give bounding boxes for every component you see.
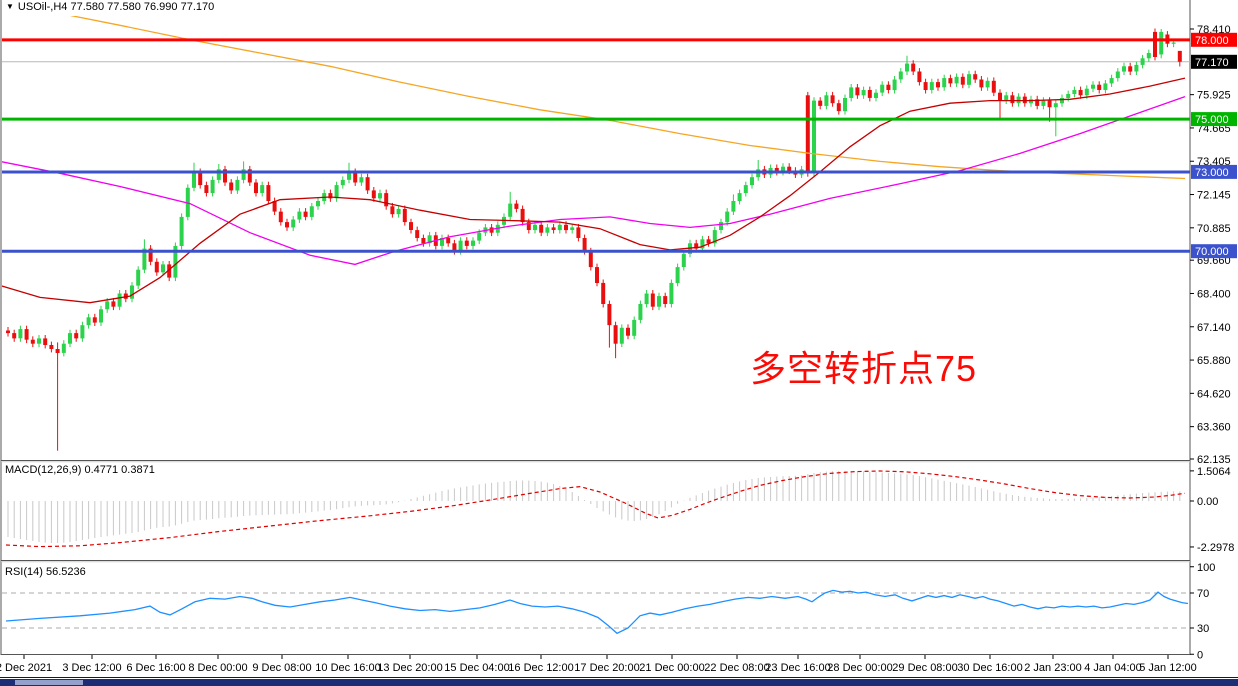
macd-axis: 1.5064 0.00 -2.2978: [1190, 466, 1234, 554]
svg-text:2 Jan 23:00: 2 Jan 23:00: [1024, 662, 1082, 674]
price-badge: 75.000: [1191, 112, 1237, 127]
svg-text:100: 100: [1197, 562, 1215, 574]
svg-text:0.00: 0.00: [1197, 496, 1218, 508]
svg-text:30: 30: [1197, 623, 1209, 635]
svg-text:75.000: 75.000: [1195, 114, 1229, 126]
symbol-title: ▼ USOil-,H4 77.580 77.580 76.990 77.170: [6, 1, 214, 13]
svg-text:22 Dec 08:00: 22 Dec 08:00: [704, 662, 769, 674]
svg-text:29 Dec 08:00: 29 Dec 08:00: [892, 662, 957, 674]
price-badge: 70.000: [1191, 244, 1237, 259]
symbol-dropdown-icon[interactable]: ▼: [6, 2, 14, 11]
price-badge: 73.000: [1191, 164, 1237, 179]
chart-annotation-text[interactable]: 多空转折点75: [750, 348, 978, 389]
svg-text:28 Dec 00:00: 28 Dec 00:00: [827, 662, 892, 674]
symbol-ohlc-text: USOil-,H4 77.580 77.580 76.990 77.170: [17, 1, 215, 13]
svg-text:67.140: 67.140: [1197, 322, 1231, 334]
svg-text:5 Jan 12:00: 5 Jan 12:00: [1139, 662, 1197, 674]
svg-text:65.880: 65.880: [1197, 355, 1231, 367]
price-axis: 78.41075.92574.66573.40572.14570.88569.6…: [1190, 24, 1237, 466]
window-bottom-bar: [0, 679, 1238, 686]
price-badge: 77.170: [1191, 54, 1237, 69]
svg-text:30 Dec 16:00: 30 Dec 16:00: [957, 662, 1022, 674]
slow-ma-orange: [69, 16, 1186, 180]
svg-text:9 Dec 08:00: 9 Dec 08:00: [252, 662, 311, 674]
svg-text:15 Dec 04:00: 15 Dec 04:00: [444, 662, 509, 674]
svg-text:13 Dec 20:00: 13 Dec 20:00: [377, 662, 442, 674]
svg-text:63.360: 63.360: [1197, 422, 1231, 434]
svg-text:77.170: 77.170: [1195, 57, 1229, 69]
svg-text:23 Dec 16:00: 23 Dec 16:00: [765, 662, 830, 674]
svg-text:2 Dec 2021: 2 Dec 2021: [0, 662, 52, 674]
svg-text:8 Dec 00:00: 8 Dec 00:00: [188, 662, 247, 674]
macd-histogram: [5, 470, 1186, 548]
svg-text:70: 70: [1197, 588, 1209, 600]
price-badge: 78.000: [1191, 32, 1237, 47]
fast-ma-red: [2, 77, 1186, 304]
macd-signal-line: [5, 470, 1186, 548]
window-bottom-border: [0, 677, 1238, 678]
horizontal-line-objects: [2, 38, 1190, 253]
svg-text:6 Dec 16:00: 6 Dec 16:00: [126, 662, 185, 674]
svg-text:4 Jan 04:00: 4 Jan 04:00: [1084, 662, 1142, 674]
svg-text:72.145: 72.145: [1197, 190, 1231, 202]
pane-borders: [0, 0, 1191, 655]
rsi-pane: [2, 589, 1189, 635]
svg-text:10 Dec 16:00: 10 Dec 16:00: [315, 662, 380, 674]
svg-text:62.135: 62.135: [1197, 454, 1231, 466]
svg-text:68.400: 68.400: [1197, 289, 1231, 301]
mid-ma-magenta: [2, 95, 1186, 266]
rsi-line: [5, 589, 1189, 635]
svg-text:-2.2978: -2.2978: [1197, 542, 1234, 554]
svg-text:70.885: 70.885: [1197, 223, 1231, 235]
rsi-indicator-label: RSI(14) 56.5236: [5, 566, 86, 578]
macd-indicator-label: MACD(12,26,9) 0.4771 0.3871: [5, 464, 155, 476]
svg-text:64.620: 64.620: [1197, 388, 1231, 400]
time-axis: 2 Dec 2021 3 Dec 12:00 6 Dec 16:00 8 Dec 00…: [0, 655, 1197, 674]
svg-text:75.925: 75.925: [1197, 90, 1231, 102]
svg-text:70.000: 70.000: [1195, 246, 1229, 258]
svg-text:16 Dec 12:00: 16 Dec 12:00: [508, 662, 573, 674]
rsi-axis: 100 70 30 0: [1190, 562, 1215, 661]
svg-text:3 Dec 12:00: 3 Dec 12:00: [62, 662, 121, 674]
svg-text:0: 0: [1197, 649, 1203, 661]
svg-text:73.000: 73.000: [1195, 167, 1229, 179]
svg-text:1.5064: 1.5064: [1197, 466, 1231, 478]
svg-text:21 Dec 00:00: 21 Dec 00:00: [639, 662, 704, 674]
horizontal-scrollbar-thumb[interactable]: [15, 680, 83, 685]
candles-layer: [6, 28, 1182, 451]
svg-text:78.000: 78.000: [1195, 35, 1229, 47]
svg-text:17 Dec 20:00: 17 Dec 20:00: [574, 662, 639, 674]
